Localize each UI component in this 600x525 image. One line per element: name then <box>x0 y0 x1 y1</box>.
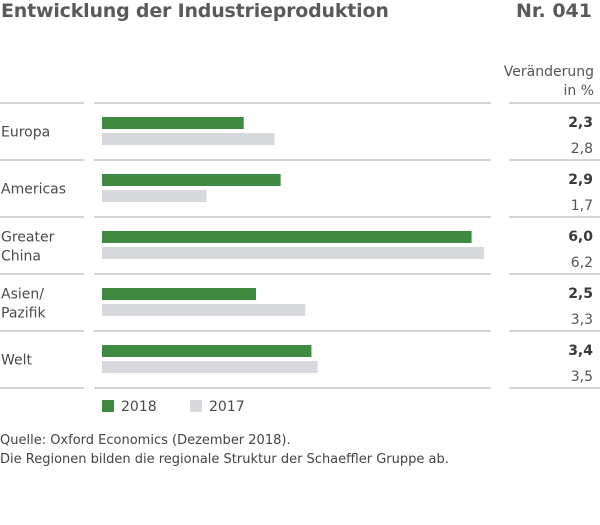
change-column-header: Veränderung in % <box>474 63 594 101</box>
bar-chart: Europa 2,3 2,8 Americas 2,9 1,7 Greater China 6,… <box>0 102 600 415</box>
change-header-line1: Veränderung <box>503 64 594 80</box>
bar-2018 <box>102 117 244 129</box>
category-label: Americas <box>1 182 66 198</box>
value-label-2018: 3,4 <box>568 343 593 359</box>
value-label-2017: 3,5 <box>571 369 593 385</box>
note-text: Die Regionen bilden die regionale Strukt… <box>0 452 449 467</box>
value-label-2018: 2,5 <box>568 286 593 302</box>
source-text: Quelle: Oxford Economics (Dezember 2018)… <box>0 433 291 448</box>
legend-label-2018: 2018 <box>121 399 157 415</box>
figure-number: Nr. 041 <box>515 0 592 22</box>
bar-2018 <box>102 231 472 243</box>
legend-label-2017: 2017 <box>209 399 245 415</box>
bar-2017 <box>102 361 318 373</box>
value-label-2018: 2,9 <box>568 172 593 188</box>
change-header-line2: in % <box>563 83 594 99</box>
value-label-2017: 2,8 <box>571 141 593 157</box>
value-label-2018: 6,0 <box>568 229 593 245</box>
category-label: Asien/ <box>1 287 44 303</box>
bar-2017 <box>102 247 484 259</box>
category-label: China <box>1 249 41 265</box>
bar-2017 <box>102 304 306 316</box>
value-label-2018: 2,3 <box>568 115 593 131</box>
bar-2018 <box>102 174 281 186</box>
category-label: Pazifik <box>1 306 46 322</box>
bar-2018 <box>102 288 256 300</box>
value-label-2017: 3,3 <box>571 312 593 328</box>
value-label-2017: 1,7 <box>571 198 593 214</box>
category-label: Welt <box>1 353 33 369</box>
value-label-2017: 6,2 <box>571 255 593 271</box>
chart-title: Entwicklung der Industrieproduktion <box>1 0 389 22</box>
bar-2017 <box>102 190 207 202</box>
bar-2018 <box>102 345 312 357</box>
legend-swatch-2018 <box>102 400 114 412</box>
legend-swatch-2017 <box>190 400 202 412</box>
category-label: Europa <box>1 125 50 141</box>
category-label: Greater <box>1 230 55 246</box>
bar-2017 <box>102 133 275 145</box>
footnote: Quelle: Oxford Economics (Dezember 2018)… <box>0 431 449 469</box>
